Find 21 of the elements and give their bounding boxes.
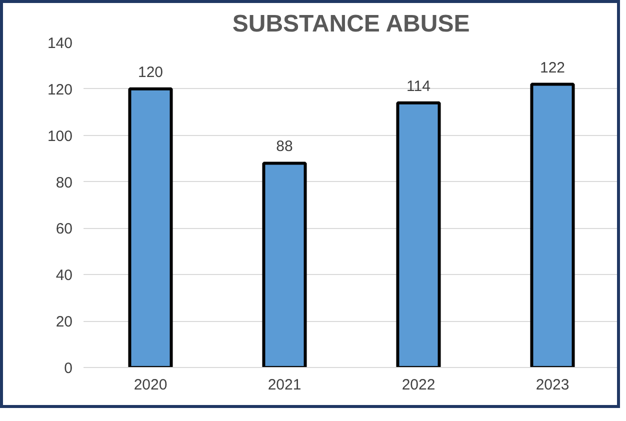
- data-label: 122: [540, 59, 566, 76]
- bar: [396, 101, 441, 368]
- y-tick-label: 80: [56, 174, 73, 192]
- y-tick-label: 60: [56, 220, 73, 238]
- x-tick-label: 2021: [268, 376, 302, 394]
- y-tick-label: 40: [56, 267, 73, 284]
- y-tick-label: 0: [64, 360, 72, 377]
- x-tick-label: 2020: [134, 376, 168, 394]
- y-tick-label: 120: [47, 81, 73, 98]
- data-label: 120: [138, 64, 164, 81]
- x-tick-label: 2022: [402, 376, 436, 394]
- y-tick-label: 20: [56, 314, 73, 331]
- y-tick-label: 100: [47, 128, 73, 145]
- x-tick-label: 2023: [536, 376, 570, 394]
- chart-title: SUBSTANCE ABUSE: [232, 10, 470, 38]
- y-tick-label: 140: [47, 35, 73, 52]
- bar: [530, 82, 575, 368]
- bar: [262, 162, 307, 368]
- data-label: 114: [406, 78, 430, 95]
- bar: [128, 87, 173, 368]
- data-label: 88: [276, 138, 293, 156]
